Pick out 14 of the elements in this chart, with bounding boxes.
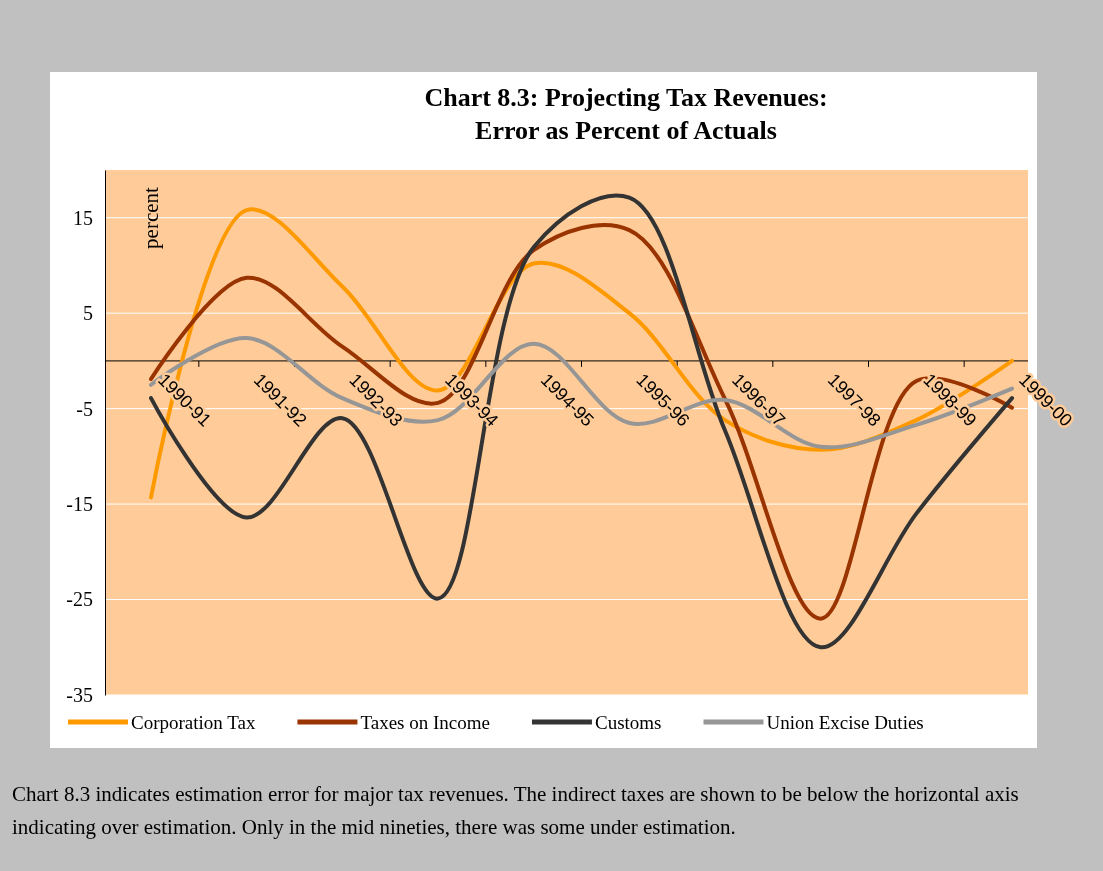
chart-title: Chart 8.3: Projecting Tax Revenues: Error as Percent of Actuals xyxy=(424,83,828,145)
y-tick-label: -15 xyxy=(66,492,93,515)
line-series xyxy=(149,336,1014,450)
legend-label: Corporation Tax xyxy=(131,712,256,733)
legend-label: Taxes on Income xyxy=(360,712,490,733)
y-axis-title: percent xyxy=(139,186,163,249)
caption: Chart 8.3 indicates estimation error for major tax revenues. The indirect taxes are shown to be below the horizontal axis indicating over estimation. Only in the mid nineties, there was some under estimation. xyxy=(12,781,1020,841)
y-tick-label: -25 xyxy=(66,588,93,611)
legend-label: Union Excise Duties xyxy=(766,712,924,733)
y-tick-label: 5 xyxy=(83,302,93,325)
y-tick-label: 15 xyxy=(73,206,93,229)
y-tick-label: -5 xyxy=(76,397,93,420)
legend-label: Customs xyxy=(594,712,662,733)
y-tick-label: -35 xyxy=(66,683,93,706)
